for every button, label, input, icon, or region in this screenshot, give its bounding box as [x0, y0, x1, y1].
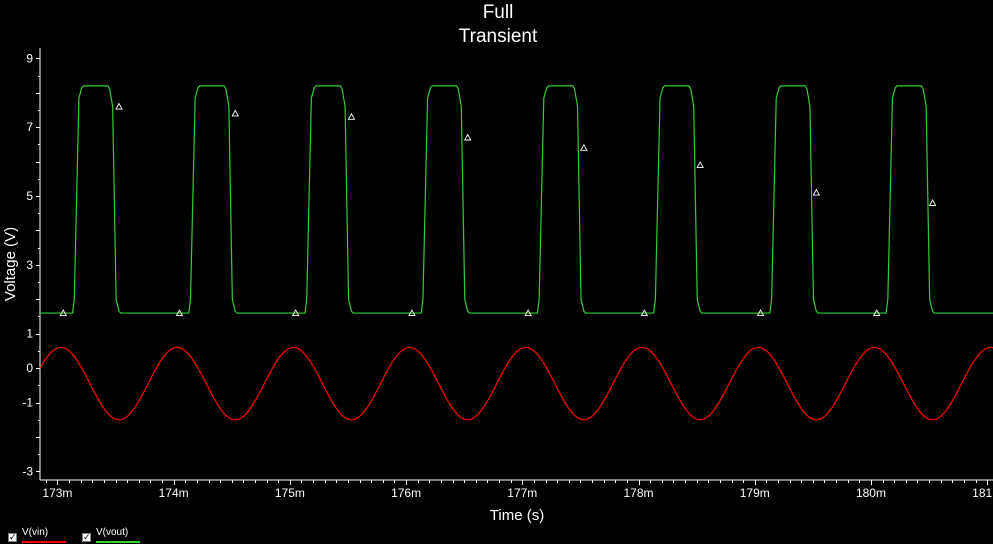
y-tick-label: 1 [26, 327, 33, 341]
series-marker-vout [115, 102, 123, 110]
series-line-vin [39, 346, 993, 421]
series-marker-vout [580, 143, 588, 151]
legend-checkbox-vin[interactable]: ✓ [8, 533, 17, 543]
series-marker-vout [812, 188, 821, 196]
y-tick-label: 5 [26, 189, 33, 203]
series-marker-vout [408, 309, 416, 317]
y-tick-label: 9 [26, 51, 33, 65]
series-marker-vout [231, 109, 240, 117]
x-tick-label: 180m [856, 486, 886, 500]
marker-group [59, 102, 937, 317]
legend-label-vin: V(vin) [22, 527, 49, 538]
legend-swatch-vout [96, 541, 140, 543]
x-tick-label: 177m [507, 486, 537, 500]
chart-title: Full [482, 2, 514, 23]
legend: ✓ V(vin) ✓ V(vout) [8, 527, 208, 544]
series-marker-vout [524, 309, 532, 317]
y-tick-label: 7 [26, 120, 33, 134]
axes: 9 7 5 3 1 0 -1 -3 173m 174m 175m 176m 177m 178m 179m 18… [22, 48, 993, 500]
y-tick-label: 0 [26, 361, 33, 375]
x-tick-label: 181m [972, 486, 993, 500]
series-marker-vout [640, 309, 649, 317]
legend-item-vout[interactable]: ✓ V(vout) [82, 527, 162, 544]
legend-swatch-vin [22, 541, 66, 543]
y-tick-label: -1 [22, 396, 33, 410]
series-marker-vout [873, 309, 881, 317]
series-marker-vout [175, 309, 184, 317]
y-tick-label: -3 [22, 464, 33, 478]
series-marker-vout [696, 161, 704, 168]
series-marker-vout [291, 309, 300, 317]
series-marker-vout [347, 112, 356, 120]
series-marker-vout [756, 309, 765, 317]
series-group [39, 85, 993, 421]
x-tick-label: 174m [159, 486, 189, 500]
x-tick-label: 175m [275, 486, 305, 500]
x-axis-label: Time (s) [490, 507, 544, 524]
x-tick-label: 173m [42, 486, 72, 500]
chart-subtitle: Transient [458, 26, 538, 47]
y-axis-label: Voltage (V) [2, 227, 19, 301]
legend-item-vin[interactable]: ✓ V(vin) [8, 527, 78, 544]
legend-label-vout: V(vout) [96, 527, 129, 538]
y-tick-label: 3 [26, 258, 33, 272]
x-tick-label: 178m [624, 486, 654, 500]
series-marker-vout [59, 309, 68, 317]
x-tick-label: 176m [391, 486, 421, 500]
x-tick-label: 179m [740, 486, 770, 500]
series-line-vout [40, 85, 993, 314]
series-marker-vout [928, 198, 937, 206]
legend-checkbox-vout[interactable]: ✓ [82, 533, 91, 543]
series-marker-vout [463, 133, 472, 141]
